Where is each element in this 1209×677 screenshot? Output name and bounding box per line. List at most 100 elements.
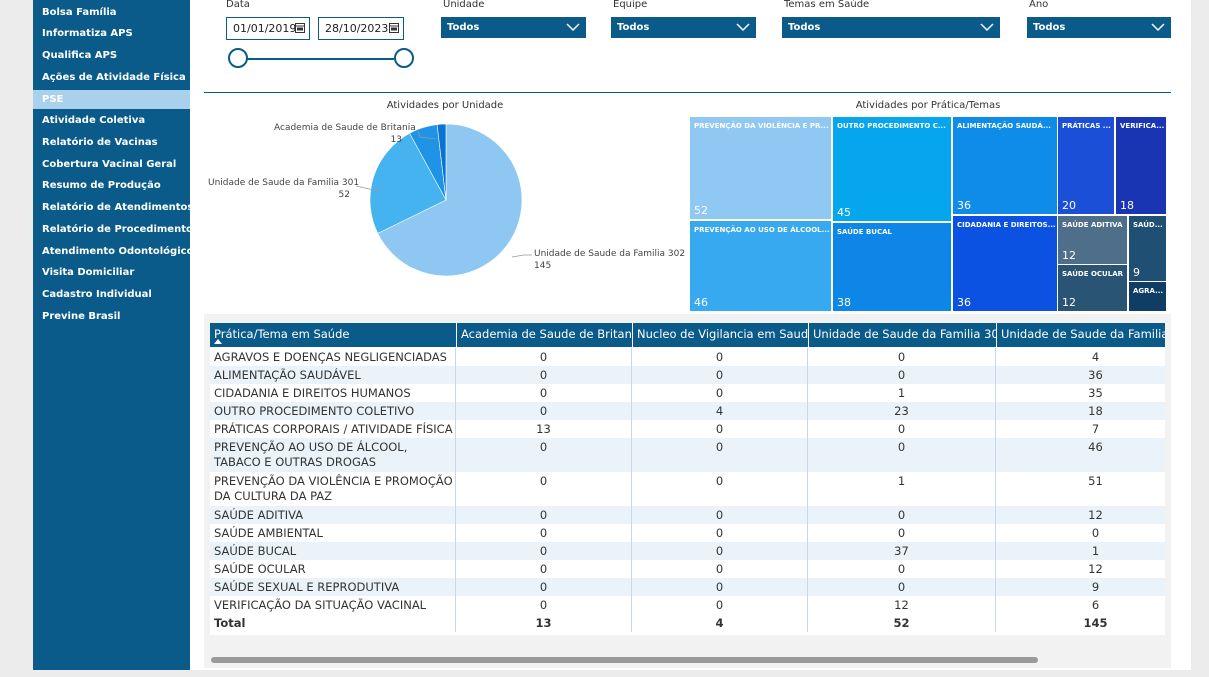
- equipe-filter-label: Equipe: [613, 0, 648, 10]
- treemap-tile[interactable]: PREVENÇÃO AO USO DE ÁLCOOL... 46: [690, 221, 831, 311]
- column-header[interactable]: Academia de Saude de Britania: [456, 323, 632, 347]
- chevron-down-icon: [736, 23, 750, 32]
- table-row: SAÚDE ADITIVA 0 0 0 12: [210, 506, 1165, 524]
- pie-slice-1[interactable]: [369, 132, 447, 234]
- row-label: Total: [210, 614, 456, 632]
- ano-dropdown[interactable]: Todos: [1027, 17, 1171, 38]
- table-cell: 0: [456, 348, 632, 366]
- treemap-tile[interactable]: PREVENÇÃO DA VIOLÊNCIA E PR... 52: [690, 117, 831, 219]
- column-header[interactable]: Unidade de Saude da Familia 302: [996, 323, 1165, 347]
- table-cell: 0: [808, 578, 996, 596]
- pie-label-name: Unidade de Saude da Familia 302: [534, 249, 686, 259]
- sidebar-item-qualifica-aps[interactable]: Qualifica APS: [42, 50, 118, 61]
- sidebar-item-atendimento-odontologico[interactable]: Atendimento Odontológico: [42, 246, 190, 257]
- treemap-tile-label: PRÁTICAS ...: [1062, 122, 1111, 130]
- pie-label-academia: Academia de Saude de Britania 13: [274, 122, 416, 146]
- column-header[interactable]: Unidade de Saude da Familia 301: [808, 323, 996, 347]
- table-cell: 46: [996, 438, 1165, 472]
- treemap-tile-label: PREVENÇÃO DA VIOLÊNCIA E PR...: [694, 122, 829, 130]
- date-range-slider-track[interactable]: [239, 58, 405, 60]
- date-end-input[interactable]: 28/10/2023: [318, 17, 404, 40]
- date-end-value: 28/10/2023: [325, 22, 389, 35]
- table-cell: 0: [456, 402, 632, 420]
- treemap-tile-label: OUTRO PROCEDIMENTO C...: [837, 122, 946, 130]
- row-label: ALIMENTAÇÃO SAUDÁVEL: [210, 366, 456, 384]
- table-row: AGRAVOS E DOENÇAS NEGLIGENCIADAS 0 0 0 4: [210, 348, 1165, 366]
- sidebar-item-relatorio-de-procedimentos[interactable]: Relatório de Procedimentos: [42, 224, 190, 235]
- treemap-tile[interactable]: AGRA...: [1129, 282, 1166, 311]
- column-header[interactable]: Prática/Tema em Saúde: [214, 327, 350, 341]
- column-header[interactable]: Nucleo de Vigilancia em Saude: [632, 323, 808, 347]
- treemap-tile[interactable]: CIDADANIA E DIREITOS... 36: [953, 216, 1057, 311]
- calendar-icon[interactable]: [295, 22, 305, 33]
- treemap-tile[interactable]: SAÚD... 9: [1129, 216, 1166, 281]
- table-row: SAÚDE OCULAR 0 0 0 12: [210, 560, 1165, 578]
- table-cell: 0: [456, 578, 632, 596]
- treemap-tile-label: SAÚDE OCULAR: [1062, 270, 1123, 278]
- treemap-title: Atividades por Prática/Temas: [855, 100, 1001, 111]
- treemap-tile[interactable]: SAÚDE ADITIVA 12: [1058, 216, 1127, 264]
- table-row: OUTRO PROCEDIMENTO COLETIVO 0 4 23 18: [210, 402, 1165, 420]
- sidebar-item-bolsa-familia[interactable]: Bolsa Família: [42, 7, 117, 18]
- sidebar-item-cadastro-individual[interactable]: Cadastro Individual: [42, 289, 152, 300]
- table-cell: 0: [456, 524, 632, 542]
- row-label: SAÚDE AMBIENTAL: [210, 524, 456, 542]
- pie-chart-title: Atividades por Unidade: [386, 100, 504, 111]
- sidebar-item-visita-domiciliar[interactable]: Visita Domiciliar: [42, 267, 135, 278]
- table-cell: 23: [808, 402, 996, 420]
- pie-slice-3[interactable]: [436, 123, 447, 201]
- table-cell: 1: [808, 384, 996, 402]
- treemap-tile-value: 18: [1120, 199, 1134, 212]
- treemap-tile[interactable]: ALIMENTAÇÃO SAUDÁ... 36: [953, 117, 1057, 214]
- table-cell: 0: [456, 506, 632, 524]
- treemap-tile-value: 45: [837, 206, 851, 219]
- pie-label-usf302: Unidade de Saude da Familia 302 145: [534, 248, 685, 272]
- table-cell: 0: [808, 506, 996, 524]
- temas-dropdown[interactable]: Todos: [782, 17, 1000, 38]
- sort-ascending-icon[interactable]: [214, 339, 222, 344]
- sidebar-item-previne-brasil[interactable]: Previne Brasil: [42, 311, 121, 322]
- treemap-tile-value: 38: [837, 296, 851, 309]
- date-range-start-handle[interactable]: [228, 48, 248, 68]
- sidebar-item-cobertura-vacinal-geral[interactable]: Cobertura Vacinal Geral: [42, 159, 177, 170]
- sidebar-item-pse[interactable]: PSE: [33, 90, 190, 109]
- table-cell: 36: [996, 366, 1165, 384]
- pie-label-name: Academia de Saude de Britania: [274, 123, 416, 133]
- table-row: VERIFICAÇÃO DA SITUAÇÃO VACINAL 0 0 12 6: [210, 596, 1165, 614]
- data-filter-label: Data: [226, 0, 250, 10]
- treemap-tile[interactable]: OUTRO PROCEDIMENTO C... 45: [833, 117, 951, 221]
- sidebar-item-relatorio-de-atendimentos[interactable]: Relatório de Atendimentos: [42, 202, 190, 213]
- pie-slice-0[interactable]: [377, 123, 523, 277]
- treemap-tile-label: CIDADANIA E DIREITOS...: [957, 221, 1056, 229]
- treemap-tile[interactable]: PRÁTICAS ... 20: [1058, 117, 1114, 214]
- treemap-tile-value: 46: [694, 296, 708, 309]
- chevron-down-icon: [566, 23, 580, 32]
- treemap-tile-label: SAÚD...: [1133, 221, 1163, 229]
- table-row: SAÚDE BUCAL 0 0 37 1: [210, 542, 1165, 560]
- horizontal-scrollbar[interactable]: [211, 657, 1038, 663]
- treemap-tile[interactable]: VERIFICA... 18: [1116, 117, 1166, 214]
- table-cell: 145: [996, 614, 1165, 632]
- table-cell: 0: [456, 560, 632, 578]
- table-cell: 0: [456, 438, 632, 472]
- table-cell: 0: [808, 348, 996, 366]
- pie-label-name: Unidade de Saude da Familia 301: [208, 178, 360, 188]
- calendar-icon[interactable]: [389, 22, 399, 33]
- row-label: AGRAVOS E DOENÇAS NEGLIGENCIADAS: [210, 348, 456, 366]
- sidebar-item-informatiza-aps[interactable]: Informatiza APS: [42, 28, 133, 39]
- sidebar-item-acoes-de-atividade-fisica[interactable]: Ações de Atividade Física: [42, 72, 186, 83]
- equipe-dropdown[interactable]: Todos: [611, 17, 756, 38]
- treemap-tile-label: VERIFICA...: [1120, 122, 1165, 130]
- unidade-dropdown-value: Todos: [447, 22, 480, 33]
- table-cell: 0: [808, 420, 996, 438]
- treemap-tile[interactable]: SAÚDE BUCAL 38: [833, 223, 951, 311]
- unidade-dropdown[interactable]: Todos: [441, 17, 586, 38]
- sidebar-item-atividade-coletiva[interactable]: Atividade Coletiva: [42, 115, 146, 126]
- date-start-input[interactable]: 01/01/2019: [226, 17, 310, 40]
- treemap-tile-value: 12: [1062, 296, 1076, 309]
- sidebar-item-resumo-de-producao[interactable]: Resumo de Produção: [42, 180, 161, 191]
- table-cell: 12: [808, 596, 996, 614]
- sidebar-item-relatorio-de-vacinas[interactable]: Relatório de Vacinas: [42, 137, 158, 148]
- treemap-tile[interactable]: SAÚDE OCULAR 12: [1058, 265, 1127, 311]
- date-range-end-handle[interactable]: [394, 48, 414, 68]
